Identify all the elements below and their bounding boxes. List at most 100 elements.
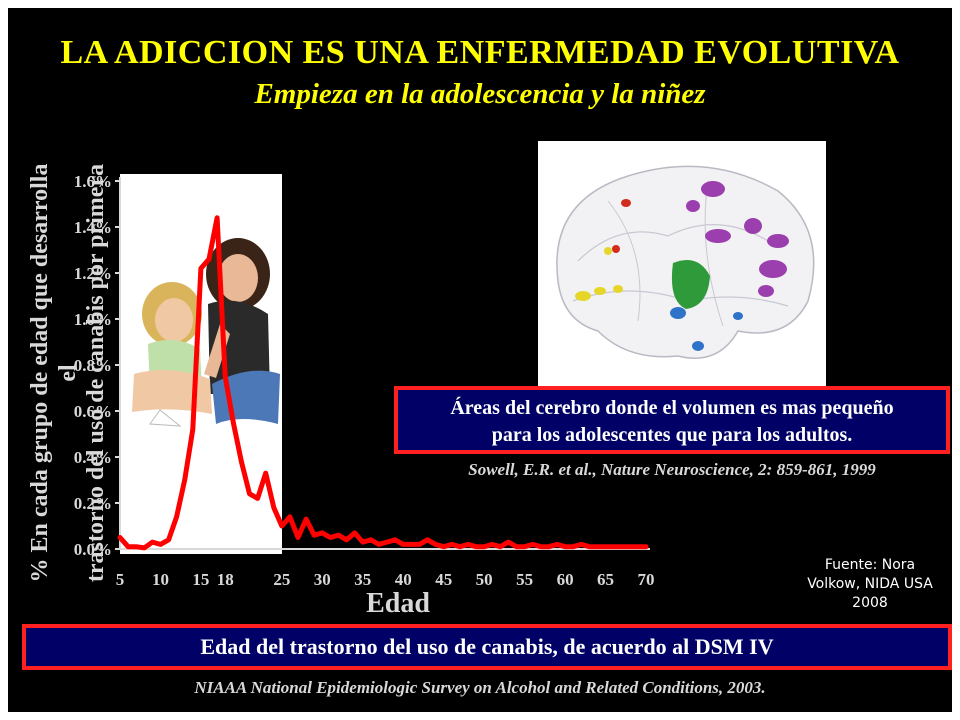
series-point: [426, 539, 429, 541]
series-point: [256, 497, 259, 500]
series-point: [450, 543, 453, 546]
slide: LA ADICCION ES UNA ENFERMEDAD EVOLUTIVA …: [8, 8, 952, 712]
dsm-caption-box: Edad del trastorno del uso de canabis, d…: [22, 624, 952, 670]
series-point: [596, 545, 599, 548]
series-point: [337, 534, 340, 536]
age-onset-chart: 0.0% 0.2% 0.4% 0.6% 0.8% 1.0% 1.2% 1.4% 1.6% 5 10 1…: [74, 172, 655, 589]
series-point: [483, 545, 485, 548]
x-tick-label: 5: [116, 570, 125, 589]
y-tick-label: 0.6%: [74, 402, 112, 421]
series-point: [159, 543, 162, 546]
series-point: [135, 545, 137, 548]
x-tick-label: 40: [395, 570, 412, 589]
series-point: [127, 545, 129, 548]
series-point: [143, 547, 146, 549]
x-axis-title: Edad: [366, 588, 430, 619]
brain-caption-line2: para los adolescentes que para los adult…: [491, 424, 853, 446]
y-tick-label: 1.4%: [74, 218, 112, 237]
x-tick-label: 35: [354, 570, 371, 589]
source-note-line3: 2008: [852, 595, 888, 611]
series-point: [637, 545, 639, 548]
series-point: [119, 536, 121, 539]
series-point: [410, 543, 413, 546]
brain-caption-box: Áreas del cerebro donde el volumen es ma…: [394, 386, 950, 454]
series-point: [629, 545, 631, 548]
series-point: [378, 543, 380, 546]
series-point: [548, 545, 550, 548]
series-point: [467, 543, 469, 546]
series-point: [345, 539, 348, 541]
series-point: [167, 539, 170, 541]
series-point: [175, 516, 178, 518]
series-point: [491, 543, 494, 546]
y-tick-label: 1.0%: [74, 310, 112, 329]
series-point: [564, 545, 566, 548]
series-point: [272, 506, 275, 509]
series-point: [588, 545, 591, 548]
series-point: [200, 267, 202, 270]
series-point: [515, 545, 518, 548]
series-point: [442, 545, 445, 548]
series-point: [240, 460, 243, 463]
series-point: [208, 258, 210, 260]
brain-citation: Sowell, E.R. et al., Nature Neuroscience…: [468, 460, 876, 479]
series-point: [353, 532, 356, 534]
x-tick-label: 45: [435, 570, 452, 589]
series-point: [459, 545, 461, 548]
y-tick-label: 0.4%: [74, 448, 112, 467]
series-point: [531, 543, 534, 546]
series-point: [329, 536, 332, 539]
slide-subtitle: Empieza en la adolescencia y la niñez: [254, 78, 706, 110]
brain-scan-image: [538, 141, 826, 389]
x-tick-label: 55: [516, 570, 533, 589]
series-point: [475, 545, 477, 548]
source-note-line1: Fuente: Nora: [824, 557, 916, 573]
series-point: [394, 539, 396, 541]
series-point: [192, 428, 194, 431]
series-point: [386, 541, 388, 543]
x-tick-label: 65: [597, 570, 614, 589]
series-point: [580, 543, 583, 546]
series-point: [418, 543, 421, 546]
series-point: [313, 534, 316, 536]
y-tick-label: 1.6%: [74, 172, 112, 191]
series-point: [305, 518, 307, 520]
series-point: [232, 421, 235, 424]
series-point: [224, 375, 226, 378]
x-tick-label: 25: [273, 570, 290, 589]
x-tick-label: 70: [638, 570, 655, 589]
x-tick-label: 18: [217, 570, 234, 589]
series-point: [248, 493, 251, 495]
x-tick-label: 15: [192, 570, 209, 589]
series-line: [117, 215, 649, 551]
source-note-line2: Volkow, NIDA USA: [807, 576, 933, 592]
y-tick-label: 0.2%: [74, 494, 112, 513]
series-point: [183, 479, 186, 481]
series-point: [289, 516, 291, 518]
series-point: [321, 532, 324, 534]
series-point: [620, 545, 623, 548]
series-point: [645, 545, 647, 548]
series-point: [540, 545, 542, 548]
series-point: [556, 543, 558, 546]
series-point: [604, 545, 607, 548]
series-point: [572, 545, 574, 548]
series-point: [523, 545, 526, 548]
series-point: [612, 545, 615, 548]
series-point: [370, 539, 372, 541]
y-tick-label: 1.2%: [74, 264, 112, 283]
survey-source: NIAAA National Epidemiologic Survey on A…: [194, 678, 766, 697]
series-point: [361, 541, 364, 543]
slide-title: LA ADICCION ES UNA ENFERMEDAD EVOLUTIVA: [60, 34, 900, 71]
series-point: [499, 545, 502, 548]
series-point: [216, 217, 218, 219]
series-point: [297, 536, 299, 539]
x-tick-label: 10: [152, 570, 169, 589]
brain-scan-illustration: [556, 165, 815, 359]
y-tick-label: 0.0%: [74, 540, 112, 559]
series-point: [434, 543, 437, 546]
series-point: [264, 472, 267, 474]
series-point: [507, 541, 510, 543]
series-point: [151, 541, 154, 543]
brain-caption-line1: Áreas del cerebro donde el volumen es ma…: [450, 397, 894, 419]
